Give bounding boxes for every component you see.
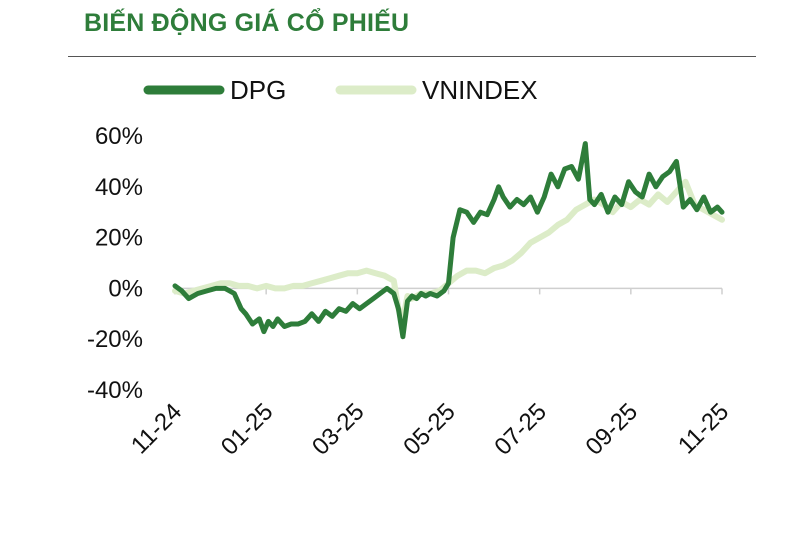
x-tick-label: 05-25	[398, 398, 461, 461]
series-lines	[172, 141, 725, 340]
y-axis-ticks: 60% 40% 20% 0% -20% -40%	[87, 123, 143, 404]
x-tick-label: 09-25	[581, 398, 644, 461]
y-tick-label: 20%	[95, 225, 143, 252]
y-tick-label: 0%	[108, 275, 143, 302]
chart-title: BIẾN ĐỘNG GIÁ CỔ PHIẾU	[84, 9, 410, 37]
title-divider	[68, 56, 756, 57]
y-tick-label: 40%	[95, 174, 143, 201]
legend-label-vnindex: VNINDEX	[422, 75, 538, 105]
y-tick-label: -40%	[87, 377, 143, 404]
y-tick-label: -20%	[87, 326, 143, 353]
x-tick-label: 11-25	[673, 398, 734, 459]
legend-label-dpg: DPG	[230, 75, 286, 105]
x-tick-label: 11-24	[126, 398, 187, 459]
series-line-dpg	[172, 141, 725, 340]
y-tick-label: 60%	[95, 123, 143, 150]
x-tick-label: 03-25	[307, 398, 370, 461]
x-axis-ticks: 11-24 01-25 03-25 05-25 07-25 09-25 11-25	[126, 398, 734, 461]
legend: DPG VNINDEX	[143, 75, 538, 105]
x-tick-label: 07-25	[489, 398, 552, 461]
x-tick-label: 01-25	[216, 398, 279, 461]
series-line-vnindex	[172, 178, 725, 322]
